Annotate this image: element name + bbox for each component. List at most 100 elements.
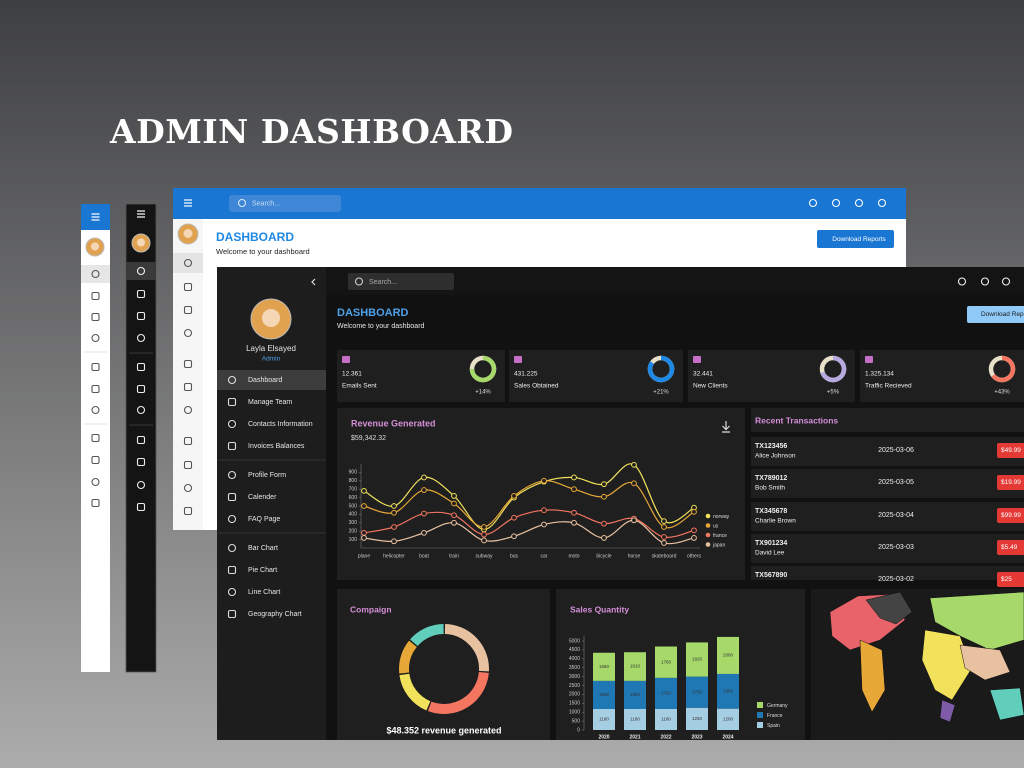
x-tick-label: moto [568,553,579,559]
transaction-row [751,437,1024,466]
campaign-caption: $48.352 revenue generated [386,725,501,735]
point [391,524,397,530]
dark-window-sidebar [217,267,326,740]
transaction-cost: $25 [1001,576,1012,583]
legend-swatch [705,513,711,519]
icon [91,433,100,443]
bar-segment [593,652,615,681]
icon [183,328,193,338]
transaction-date: 2025-03-04 [878,512,914,519]
icon [877,198,887,208]
x-tick-label: train [449,553,459,559]
progress-ring [991,355,1016,383]
point [361,535,367,541]
x-tick-label: subway [476,553,493,559]
y-tick-label: 2500 [569,683,580,689]
search-box[interactable] [348,273,454,290]
heading: DASHBOARD [337,307,409,319]
stat-label: New Clients [693,383,728,390]
y-tick-label: 600 [349,495,358,501]
menu-item[interactable]: Line Chart [248,589,280,596]
icon [91,477,100,487]
search-placeholder: Search... [252,200,280,207]
bar-value-label: 1920 [692,657,703,662]
download-button[interactable] [817,230,894,248]
x-tick-label: 2022 [660,734,671,740]
page-title: ADMIN DASHBOARD [109,112,513,151]
bar-value-label: 1610 [630,664,641,669]
active-item [173,253,203,273]
x-tick-label: helicopter [383,553,405,559]
point [361,487,367,494]
menu-item[interactable]: Contacts Information [248,421,313,428]
menu-item[interactable]: Bar Chart [248,545,278,552]
point [541,521,547,528]
menu-item[interactable]: Profile Form [248,472,286,479]
stat-value: 1.325.134 [865,371,894,378]
point [481,524,487,530]
collapse-icon[interactable] [311,278,316,286]
y-tick-label: 200 [349,529,358,535]
menu-item[interactable]: Invoices Balances [248,443,305,450]
cost-badge [997,443,1024,458]
point [571,474,577,481]
point [691,508,697,515]
icon [183,436,193,446]
icon [183,506,193,516]
point [421,474,427,481]
panel-title: Revenue Generated [351,418,436,428]
icon [183,483,193,493]
menu-item[interactable]: Geography Chart [248,611,302,618]
y-tick-label: 400 [349,512,358,518]
legend-swatch [705,542,711,547]
icon [831,198,841,208]
point [661,524,667,530]
point [391,503,397,509]
icon [183,405,193,415]
transaction-id: TX789012 [755,475,787,482]
download-icon[interactable] [722,421,730,433]
cost-badge [997,572,1024,587]
bar-value-label: 1950 [723,688,734,693]
donut-segment [399,640,417,674]
menu-item[interactable]: Dashboard [248,377,282,384]
legend-label: norway [713,514,730,520]
icon [957,277,967,286]
menu-item[interactable]: Pie Chart [248,567,277,574]
x-tick-label: car [541,553,548,559]
icon [854,198,864,208]
download-button[interactable] [967,306,1024,323]
bar-value-label: 1580 [599,692,610,697]
search-placeholder: Search... [369,279,397,286]
bar-value-label: 1750 [692,689,703,694]
legend-swatch [757,702,763,708]
menu-item[interactable]: Calender [248,494,277,501]
bar-segment [686,676,708,708]
search-box[interactable] [229,195,341,212]
y-tick-label: 800 [349,478,358,484]
donut-segment [427,671,489,714]
stat-value: 32.441 [693,371,713,378]
progress-ring [469,355,497,383]
stat-change: +5% [827,390,840,396]
bar-value-label: 1750 [661,691,672,696]
icon [227,492,237,502]
point [571,519,577,526]
menu-item[interactable]: Manage Team [248,399,292,406]
x-tick-label: boat [419,553,429,559]
x-tick-label: plane [358,553,370,559]
point [631,480,637,487]
icon [227,609,237,619]
point [571,486,577,493]
icon [227,543,237,553]
subheading: Welcome to your dashboard [337,323,425,330]
transaction-date: 2025-03-06 [878,447,914,454]
point [601,520,607,527]
stat-label: Emails Sent [342,383,377,390]
point [421,487,427,493]
bar-value-label: 1760 [661,659,672,664]
progress-ring [820,355,847,383]
bar-segment [593,708,615,730]
menu-item[interactable]: FAQ Page [248,516,280,523]
bar-segment [686,707,708,730]
